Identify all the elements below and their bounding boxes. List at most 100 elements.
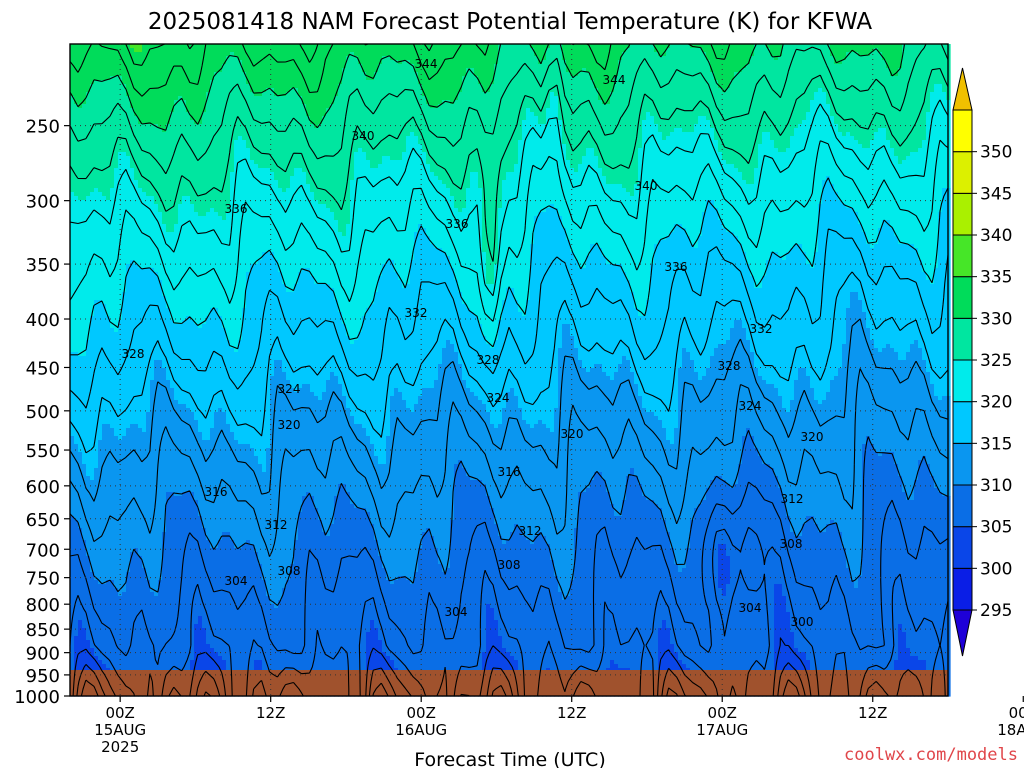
theta-cell: [378, 640, 383, 685]
theta-cell: [338, 44, 343, 85]
theta-cell: [398, 392, 403, 577]
theta-cell: [230, 52, 235, 173]
theta-cell: [566, 596, 571, 697]
theta-cell: [414, 572, 419, 693]
theta-cell: [146, 124, 151, 197]
theta-cell: [538, 124, 543, 213]
theta-cell: [158, 44, 163, 129]
theta-cell: [298, 96, 303, 169]
theta-cell: [110, 44, 115, 77]
theta-cell: [922, 272, 927, 361]
theta-cell: [794, 44, 799, 129]
theta-cell: [514, 396, 519, 525]
theta-cell: [766, 48, 771, 133]
colorbar-label: 340: [980, 226, 1012, 246]
theta-cell: [474, 172, 479, 317]
theta-cell: [74, 520, 79, 637]
theta-cell: [542, 44, 547, 61]
theta-cell: [714, 44, 719, 81]
theta-cell: [818, 44, 823, 89]
theta-cell: [606, 104, 611, 185]
theta-cell: [646, 500, 651, 697]
theta-cell: [338, 384, 343, 485]
theta-cell: [426, 104, 431, 165]
theta-cell: [886, 344, 891, 453]
theta-cell: [570, 336, 575, 581]
theta-cell: [418, 144, 423, 225]
theta-cell: [694, 248, 699, 373]
x-tick-label: 12Z: [557, 704, 586, 722]
theta-cell: [374, 628, 379, 685]
theta-cell: [370, 620, 375, 697]
theta-cell: [374, 456, 379, 541]
theta-cell: [818, 88, 823, 205]
theta-cell: [446, 188, 451, 257]
theta-cell: [166, 380, 171, 493]
theta-cell: [790, 44, 795, 137]
theta-cell: [514, 300, 519, 397]
theta-cell: [898, 476, 903, 625]
theta-cell: [366, 44, 371, 81]
theta-cell: [786, 148, 791, 253]
theta-cell: [126, 44, 131, 97]
theta-cell: [90, 84, 95, 193]
theta-cell: [454, 208, 459, 281]
theta-cell: [346, 492, 351, 697]
theta-cell: [902, 244, 907, 361]
theta-cell: [654, 52, 659, 125]
theta-cell: [334, 44, 339, 97]
theta-cell: [386, 580, 391, 657]
theta-cell: [482, 484, 487, 653]
theta-cell: [82, 104, 87, 201]
theta-cell: [342, 68, 347, 237]
theta-cell: [730, 488, 735, 697]
colorbar-swatch: [952, 484, 973, 528]
theta-cell: [506, 392, 511, 541]
theta-cell: [298, 272, 303, 389]
x-tick-label: 00Z: [1009, 704, 1024, 722]
theta-cell: [106, 80, 111, 201]
theta-cell: [498, 536, 503, 637]
theta-cell: [150, 268, 155, 381]
theta-cell: [214, 44, 219, 73]
theta-cell: [882, 44, 887, 61]
theta-cell: [582, 268, 587, 369]
theta-cell: [74, 196, 79, 353]
theta-cell: [270, 88, 275, 173]
theta-cell: [746, 44, 751, 65]
theta-cell: [378, 64, 383, 165]
theta-cell: [362, 72, 367, 153]
theta-cell: [470, 44, 475, 69]
theta-cell: [194, 500, 199, 625]
theta-cell: [714, 80, 719, 141]
theta-cell: [814, 44, 819, 93]
theta-cell: [682, 132, 687, 229]
theta-cell: [202, 324, 207, 441]
theta-cell: [518, 312, 523, 409]
theta-cell: [806, 376, 811, 517]
theta-cell: [882, 452, 887, 681]
theta-cell: [402, 152, 407, 289]
theta-cell: [218, 72, 223, 217]
theta-cell: [218, 216, 223, 317]
theta-cell: [246, 84, 251, 149]
theta-cell: [618, 264, 623, 365]
theta-cell: [166, 492, 171, 685]
theta-cell: [622, 188, 627, 273]
theta-cell: [730, 232, 735, 329]
theta-cell: [74, 444, 79, 521]
theta-cell: [186, 316, 191, 409]
chart-title: 2025081418 NAM Forecast Potential Temper…: [148, 9, 873, 35]
theta-cell: [146, 196, 151, 269]
theta-cell: [110, 580, 115, 677]
theta-cell: [934, 268, 939, 397]
theta-cell: [334, 220, 339, 301]
theta-cell: [858, 144, 863, 225]
theta-cell: [574, 260, 579, 349]
theta-cell: [274, 96, 279, 181]
theta-cell: [506, 44, 511, 173]
theta-cell: [494, 44, 499, 65]
theta-cell: [622, 356, 627, 501]
theta-cell: [942, 496, 947, 697]
theta-cell: [154, 124, 159, 205]
